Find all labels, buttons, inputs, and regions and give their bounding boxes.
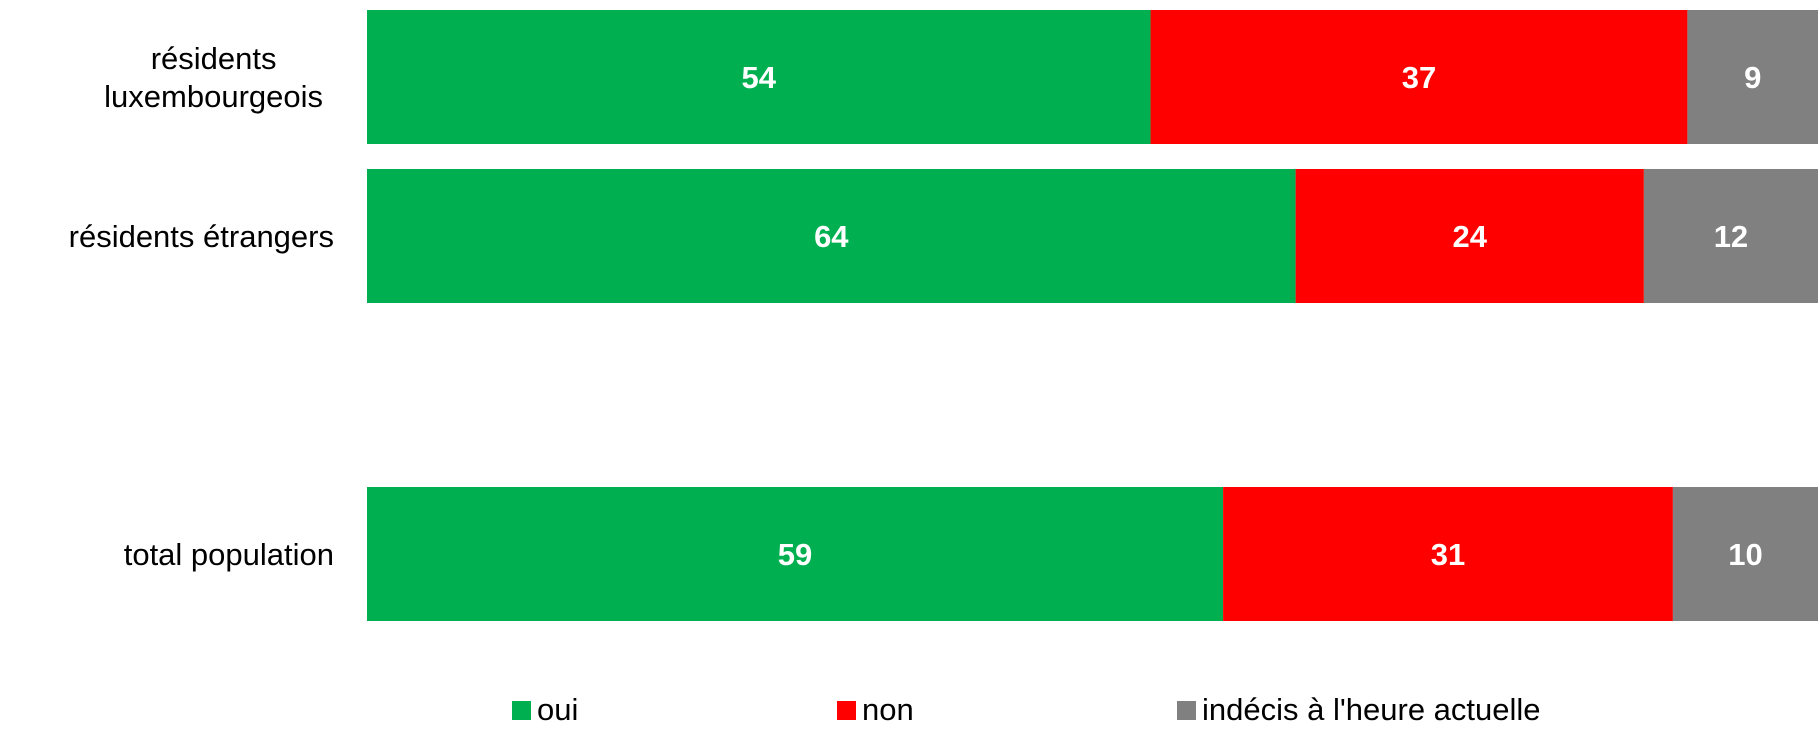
data-label-non-residents-etrangers: 24 [1453, 219, 1488, 254]
chart-legend: oui non indécis à l'heure actuelle [0, 690, 1818, 730]
bar-segment-non-residents-luxembourgeois [1150, 10, 1688, 144]
legend-swatch-oui [512, 700, 531, 720]
legend-label-oui: oui [537, 692, 579, 727]
legend-swatch-indecis [1177, 700, 1196, 720]
bar-segment-oui-total-population [367, 487, 1224, 621]
legend-swatch-non [837, 700, 856, 720]
legend-item-non: non [837, 690, 914, 730]
data-label-indecis-a-l-heure-actuelle-total-population: 10 [1728, 537, 1762, 572]
data-label-oui-residents-luxembourgeois: 54 [742, 60, 777, 95]
legend-item-oui: oui [512, 690, 578, 730]
bar-segment-indecis-a-l-heure-actuelle-residents-luxembourgeois [1687, 10, 1818, 144]
data-label-indecis-a-l-heure-actuelle-residents-luxembourgeois: 9 [1744, 60, 1761, 95]
legend-label-indecis: indécis à l'heure actuelle [1202, 692, 1541, 727]
data-label-oui-residents-etrangers: 64 [814, 219, 849, 254]
bar-segment-non-residents-etrangers [1295, 169, 1644, 303]
bar-segment-oui-residents-luxembourgeois [367, 10, 1151, 144]
data-label-indecis-a-l-heure-actuelle-residents-etrangers: 12 [1714, 219, 1748, 254]
data-label-non-residents-luxembourgeois: 37 [1402, 60, 1436, 95]
legend-label-non: non [862, 692, 914, 727]
data-label-non-total-population: 31 [1431, 537, 1465, 572]
category-label-residents-luxembourgeois: résidents luxembourgeois [104, 41, 323, 114]
category-label-residents-etrangers: résidents étrangers [69, 219, 334, 254]
bar-segment-indecis-a-l-heure-actuelle-residents-etrangers [1643, 169, 1818, 303]
bar-segment-indecis-a-l-heure-actuelle-total-population [1672, 487, 1818, 621]
bar-segment-non-total-population [1223, 487, 1673, 621]
bar-segment-oui-residents-etrangers [367, 169, 1296, 303]
data-label-oui-total-population: 59 [778, 537, 812, 572]
stacked-bar-chart: résidents luxembourgeois 54 37 9 résidents ét… [69, 10, 1818, 621]
legend-item-indecis: indécis à l'heure actuelle [1177, 690, 1541, 730]
category-label-total-population: total population [124, 537, 334, 572]
